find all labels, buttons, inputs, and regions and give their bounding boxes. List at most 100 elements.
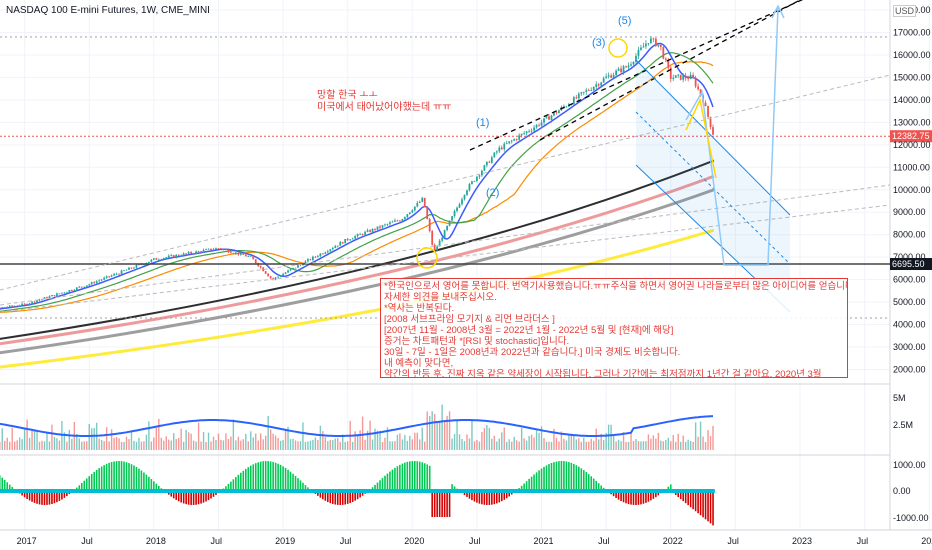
oscillator-bar [359, 491, 361, 498]
volume-bar [533, 437, 535, 450]
oscillator-bar [267, 461, 269, 491]
currency-badge[interactable]: USD [893, 5, 917, 17]
candle-body [652, 38, 655, 40]
oscillator-bar [108, 462, 110, 491]
trend-line [0, 74, 891, 291]
volume-bar [237, 436, 240, 450]
volume-bar [160, 437, 163, 450]
oscillator-bar [354, 491, 356, 501]
oscillator-bar [299, 480, 302, 491]
volume-bar [528, 436, 530, 450]
volume-bar [660, 440, 662, 450]
candle-body [627, 65, 630, 68]
oscillator-bar [175, 491, 178, 500]
volume-bar [130, 431, 133, 450]
candle-body [336, 245, 339, 247]
volume-bar [627, 441, 630, 450]
candle-body [346, 238, 349, 241]
volume-bar [91, 428, 93, 450]
oscillator-bar [585, 472, 588, 491]
candle-body [396, 220, 399, 222]
oscillator-bar [227, 483, 230, 491]
candle-body [669, 67, 672, 79]
candle-body [381, 225, 384, 228]
candle-body [58, 293, 61, 295]
candle-body [68, 290, 71, 292]
oscillator-bar [272, 461, 274, 491]
oscillator-bar [327, 491, 329, 503]
candle-body [292, 267, 294, 270]
level-price-badge [890, 258, 932, 271]
volume-bar [158, 418, 160, 450]
volume-bar [71, 438, 73, 450]
volume-bar [518, 441, 520, 450]
candle-body [267, 273, 270, 277]
candle-body [247, 256, 250, 257]
volume-bar [622, 432, 625, 450]
candle-body [480, 170, 483, 176]
price-tick-label: 14000.00 [893, 95, 931, 105]
candle-body [234, 252, 237, 254]
candle-body [349, 239, 352, 241]
candle-body [461, 199, 463, 205]
oscillator-bar [590, 476, 593, 491]
oscillator-bar [85, 478, 88, 491]
oscillator-bar [381, 477, 384, 491]
volume-bar [177, 437, 180, 450]
oscillator-bar [123, 461, 125, 491]
candle-body [239, 252, 242, 255]
volume-bar [227, 439, 230, 450]
candle-body [16, 305, 19, 307]
oscillator-bar [269, 461, 272, 491]
volume-bar [677, 433, 679, 450]
oscillator-bar [259, 461, 262, 491]
volume-bar [108, 441, 110, 450]
oscillator-bar [617, 491, 620, 500]
candle-body [565, 106, 568, 108]
volume-bar [58, 440, 61, 450]
candle-body [607, 75, 610, 77]
candle-body [70, 290, 73, 291]
oscillator-bar [657, 491, 660, 496]
candle-body [252, 255, 255, 260]
volume-bar [617, 439, 620, 450]
volume-bar [175, 439, 177, 450]
candle-body [371, 228, 374, 232]
volume-bar [299, 441, 302, 450]
candle-body [483, 165, 486, 171]
volume-bar [702, 436, 704, 450]
candle-body [237, 252, 240, 255]
volume-bar [593, 440, 595, 450]
candle-body [503, 143, 506, 150]
volume-bar [366, 430, 369, 450]
oscillator-bar [53, 491, 56, 504]
candle-body [523, 133, 526, 135]
price-tick-label: 5000.00 [893, 297, 926, 307]
oscillator-bar [302, 482, 304, 491]
oscillator-bar [153, 481, 155, 491]
volume-bar [379, 430, 381, 450]
oscillator-bar [426, 464, 429, 491]
candle-body [543, 118, 545, 123]
trend-line [0, 184, 891, 306]
candle-body [443, 230, 446, 238]
volume-bar [573, 435, 575, 450]
volume-bar [217, 433, 220, 450]
volume-bar [426, 411, 428, 450]
oscillator-bar [205, 491, 207, 502]
candle-body [65, 291, 68, 293]
time-tick-label: Jul [598, 536, 610, 546]
oscillator-bar [491, 491, 493, 505]
oscillator-bar [709, 491, 712, 524]
candle-body [78, 286, 81, 288]
volume-bar [580, 441, 583, 450]
volume-bar [488, 427, 491, 450]
volume-bar [456, 420, 458, 450]
volume-bar [558, 441, 560, 450]
note-line: *한국인으로서 영어를 못합니다. 번역기사용했습니다.ㅠㅠ주식을 하면서 영어… [384, 281, 848, 292]
time-tick-label: 2018 [146, 536, 166, 546]
oscillator-bar [170, 491, 173, 497]
candle-body [6, 306, 9, 308]
oscillator-bar [702, 491, 704, 518]
